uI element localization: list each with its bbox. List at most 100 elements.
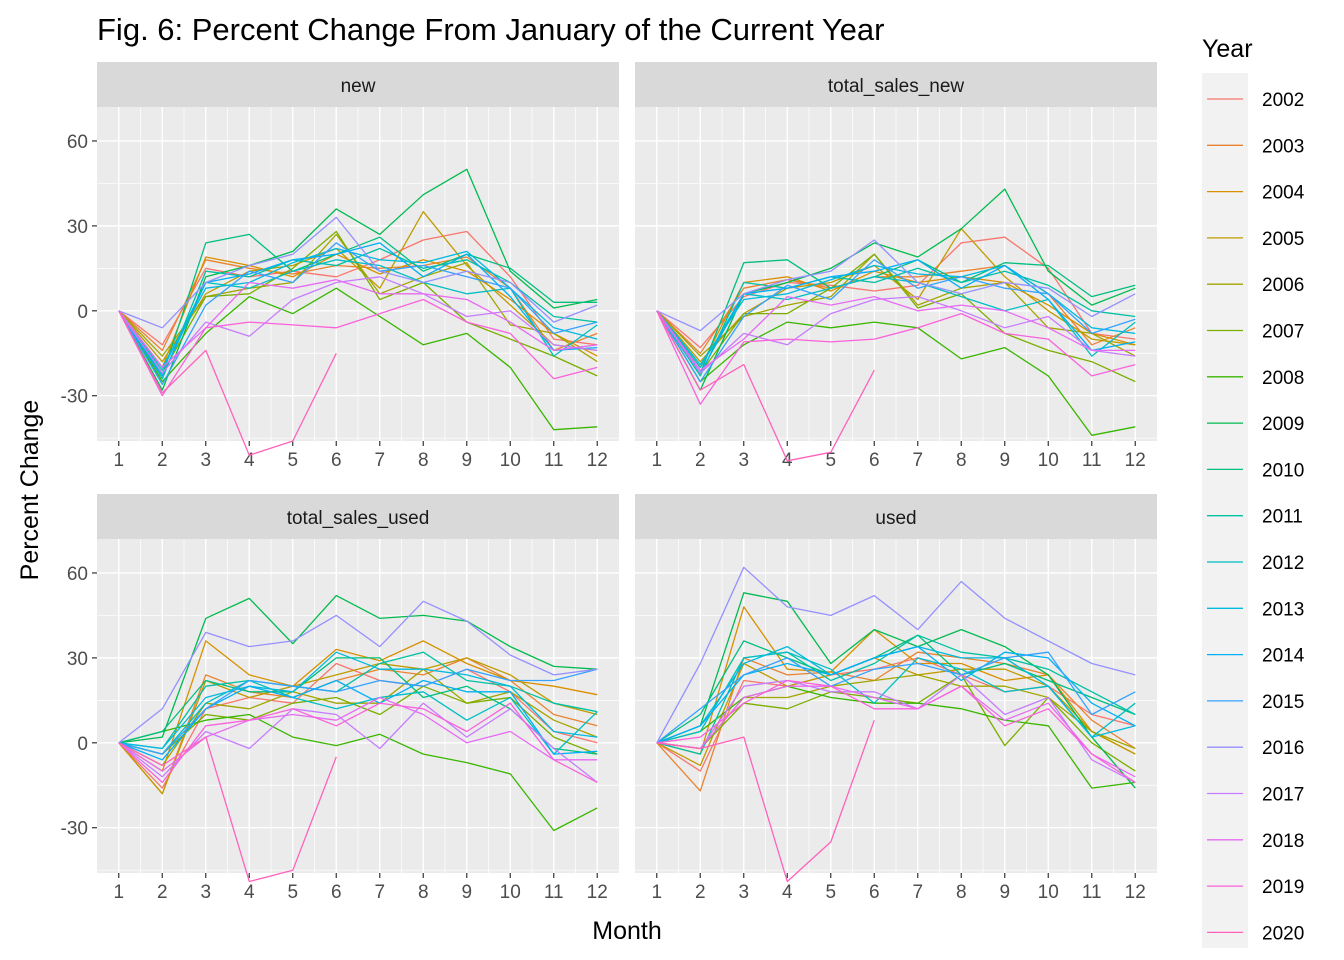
- series-line-2007: [656, 253, 1136, 383]
- series-line-2005: [656, 228, 1136, 363]
- series-line-2013: [118, 651, 598, 750]
- x-tick-label: 11: [1082, 882, 1102, 903]
- x-tick-label: 7: [912, 882, 923, 903]
- x-axis-title: Month: [592, 917, 661, 945]
- x-tick-label: 4: [244, 882, 255, 903]
- x-tick-label: 6: [869, 882, 880, 903]
- series-line-2008: [656, 310, 1136, 436]
- series-line-2015: [118, 668, 598, 755]
- x-tick-label: 2: [157, 882, 168, 903]
- series-line-2016: [118, 600, 598, 744]
- series-line-2018: [656, 685, 1136, 778]
- series-line-2013: [656, 264, 1136, 366]
- x-tick-label: 3: [738, 450, 749, 471]
- legend-label-2005: 2005: [1262, 229, 1304, 250]
- facet-strip: [635, 62, 1157, 107]
- facet-strip: [635, 494, 1157, 539]
- series-line-2004: [118, 640, 598, 772]
- series-line-2020: [656, 719, 875, 883]
- series-line-2011: [656, 267, 1136, 377]
- series-line-2016: [656, 566, 1136, 744]
- legend-label-2010: 2010: [1262, 460, 1304, 481]
- series-line-2007: [118, 685, 598, 755]
- legend-title: Year: [1202, 35, 1253, 63]
- series-line-2020: [118, 736, 337, 883]
- series-line-2010: [118, 233, 598, 377]
- series-line-2008: [118, 287, 598, 431]
- x-tick-label: 12: [1125, 450, 1146, 471]
- x-tick-label: 1: [113, 882, 124, 903]
- x-tick-label: 2: [695, 450, 706, 471]
- series-line-2017: [656, 295, 1136, 374]
- series-line-2019: [656, 310, 1136, 405]
- series-line-2018: [656, 295, 1136, 371]
- x-tick-label: 8: [418, 450, 429, 471]
- series-line-2016: [656, 239, 1136, 332]
- facet-strip-label: new: [341, 76, 376, 97]
- series-line-2014: [118, 242, 598, 377]
- legend-label-2004: 2004: [1262, 183, 1305, 204]
- series-line-2007: [118, 230, 598, 377]
- series-line-2009: [656, 592, 1136, 789]
- x-tick-label: 4: [244, 450, 255, 471]
- legend-label-2006: 2006: [1262, 275, 1304, 296]
- x-tick-label: 1: [651, 450, 662, 471]
- legend-label-2014: 2014: [1262, 646, 1305, 667]
- legend-label-2016: 2016: [1262, 738, 1304, 759]
- legend-label-2015: 2015: [1262, 692, 1304, 713]
- series-line-2017: [118, 276, 598, 374]
- series-line-2010: [656, 259, 1136, 374]
- x-tick-label: 2: [157, 450, 168, 471]
- y-tick-label: 30: [67, 649, 88, 670]
- x-tick-label: 7: [912, 450, 923, 471]
- series-line-2020: [118, 310, 337, 456]
- series-line-2018: [118, 279, 598, 369]
- x-tick-label: 12: [587, 882, 608, 903]
- series-line-2014: [656, 259, 1136, 374]
- x-tick-label: 5: [825, 882, 836, 903]
- legend-label-2018: 2018: [1262, 831, 1304, 852]
- legend-label-2002: 2002: [1262, 90, 1304, 111]
- x-tick-label: 10: [500, 882, 521, 903]
- x-tick-label: 9: [461, 882, 472, 903]
- x-tick-label: 12: [587, 450, 608, 471]
- x-tick-label: 5: [825, 450, 836, 471]
- x-tick-label: 11: [544, 882, 564, 903]
- series-line-2005: [118, 211, 598, 363]
- series-line-2019: [656, 679, 1136, 783]
- x-tick-label: 3: [200, 882, 211, 903]
- legend-label-2011: 2011: [1262, 507, 1303, 528]
- series-line-2005: [118, 657, 598, 795]
- x-tick-label: 9: [999, 450, 1010, 471]
- x-tick-label: 11: [1082, 450, 1102, 471]
- legend-label-2019: 2019: [1262, 877, 1304, 898]
- series-line-2014: [118, 679, 598, 761]
- x-tick-label: 3: [738, 882, 749, 903]
- x-tick-label: 6: [331, 450, 342, 471]
- facet-strip-label: used: [875, 508, 916, 529]
- facet-strip: [97, 494, 619, 539]
- series-line-2015: [656, 259, 1136, 383]
- legend: Year 2002 2003 2004 2005 2006 2007 2008 2009 201…: [1202, 35, 1305, 948]
- series-line-2016: [118, 216, 598, 329]
- series-line-2019: [118, 298, 598, 397]
- x-tick-label: 6: [869, 450, 880, 471]
- y-tick-label: 60: [67, 132, 88, 153]
- series-line-2009: [118, 594, 598, 744]
- series-line-2011: [118, 651, 598, 750]
- legend-key-background: [1202, 73, 1248, 948]
- facet-strip: [97, 62, 619, 107]
- y-axis-title: Percent Change: [16, 400, 44, 581]
- x-tick-label: 10: [1038, 882, 1059, 903]
- x-tick-label: 8: [956, 882, 967, 903]
- x-tick-label: 5: [287, 882, 298, 903]
- series-line-2019: [118, 702, 598, 784]
- y-tick-label: 60: [67, 564, 88, 585]
- legend-label-2012: 2012: [1262, 553, 1304, 574]
- x-tick-label: 3: [200, 450, 211, 471]
- x-tick-label: 9: [999, 882, 1010, 903]
- legend-label-2020: 2020: [1262, 923, 1304, 944]
